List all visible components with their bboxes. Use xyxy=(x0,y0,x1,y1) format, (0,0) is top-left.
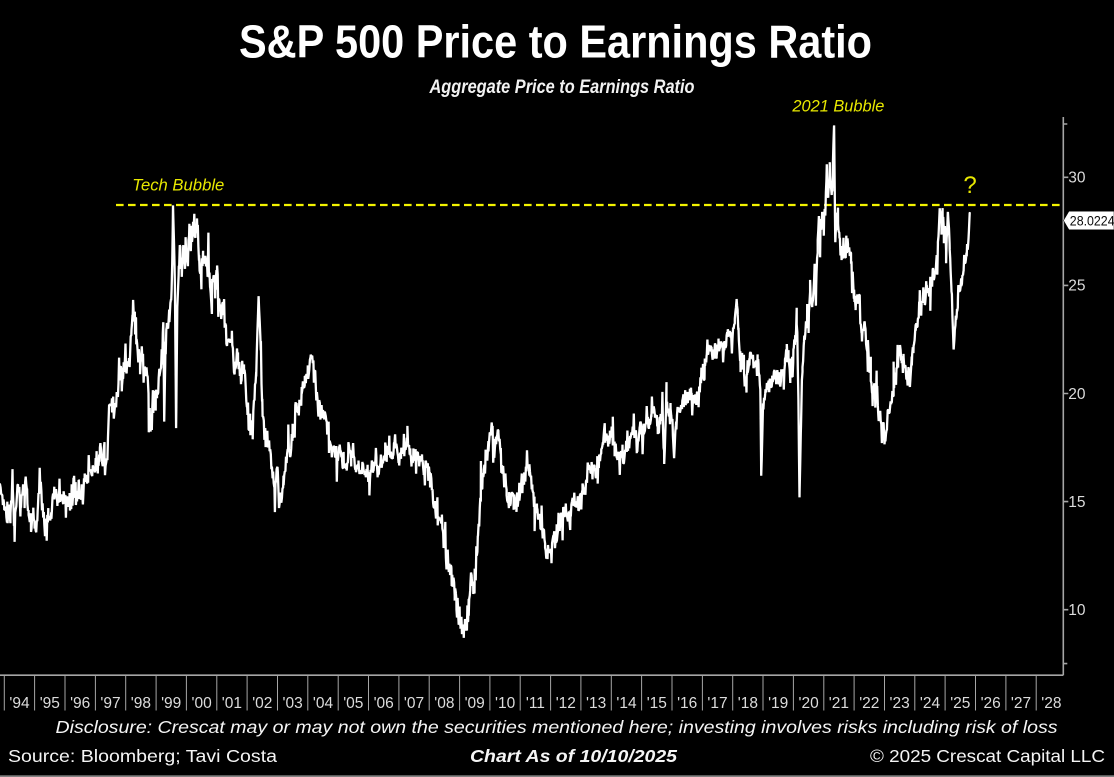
svg-text:'95: '95 xyxy=(40,695,60,712)
svg-text:'27: '27 xyxy=(1011,695,1031,712)
svg-text:'96: '96 xyxy=(70,695,90,712)
svg-text:20: 20 xyxy=(1068,386,1086,403)
svg-text:'20: '20 xyxy=(798,695,819,712)
svg-text:'19: '19 xyxy=(768,695,788,712)
svg-text:Source: Bloomberg; Tavi Costa: Source: Bloomberg; Tavi Costa xyxy=(8,746,277,766)
svg-text:'03: '03 xyxy=(282,695,302,712)
svg-text:'08: '08 xyxy=(434,695,454,712)
svg-text:2021 Bubble: 2021 Bubble xyxy=(791,97,884,116)
svg-text:Aggregate Price to Earnings Ra: Aggregate Price to Earnings Ratio xyxy=(429,77,695,98)
svg-text:30: 30 xyxy=(1068,170,1086,187)
svg-text:'10: '10 xyxy=(495,695,516,712)
svg-text:'17: '17 xyxy=(707,695,727,712)
svg-text:?: ? xyxy=(963,172,976,199)
svg-text:'00: '00 xyxy=(191,695,212,712)
svg-text:'09: '09 xyxy=(465,695,485,712)
svg-text:© 2025 Crescat Capital LLC: © 2025 Crescat Capital LLC xyxy=(870,746,1105,766)
svg-text:'01: '01 xyxy=(222,695,242,712)
svg-text:'16: '16 xyxy=(677,695,697,712)
svg-text:'23: '23 xyxy=(889,695,909,712)
svg-text:'13: '13 xyxy=(586,695,606,712)
svg-text:'12: '12 xyxy=(556,695,576,712)
svg-text:'94: '94 xyxy=(9,695,30,712)
svg-text:'21: '21 xyxy=(829,695,849,712)
svg-text:'97: '97 xyxy=(100,695,120,712)
svg-text:'28: '28 xyxy=(1041,695,1061,712)
svg-text:'14: '14 xyxy=(616,695,637,712)
svg-text:'22: '22 xyxy=(859,695,879,712)
svg-text:'04: '04 xyxy=(313,695,334,712)
svg-text:S&P 500 Price to Earnings Rati: S&P 500 Price to Earnings Ratio xyxy=(239,16,872,68)
svg-text:'18: '18 xyxy=(738,695,758,712)
svg-text:Tech Bubble: Tech Bubble xyxy=(132,176,224,195)
svg-text:'26: '26 xyxy=(981,695,1001,712)
svg-text:25: 25 xyxy=(1068,278,1085,295)
svg-text:Disclosure: Crescat may or may: Disclosure: Crescat may or may not own t… xyxy=(56,717,1058,737)
svg-text:'05: '05 xyxy=(343,695,363,712)
svg-text:Chart As of 10/10/2025: Chart As of 10/10/2025 xyxy=(470,746,677,766)
svg-text:'98: '98 xyxy=(131,695,151,712)
svg-text:'02: '02 xyxy=(252,695,272,712)
svg-text:'99: '99 xyxy=(161,695,181,712)
svg-text:'06: '06 xyxy=(374,695,394,712)
svg-text:'15: '15 xyxy=(647,695,667,712)
svg-text:'25: '25 xyxy=(950,695,970,712)
svg-text:15: 15 xyxy=(1068,494,1085,511)
svg-text:'24: '24 xyxy=(920,695,941,712)
svg-text:10: 10 xyxy=(1068,602,1086,619)
svg-text:28.0224: 28.0224 xyxy=(1070,212,1114,228)
svg-text:'07: '07 xyxy=(404,695,424,712)
svg-text:'11: '11 xyxy=(526,695,545,712)
